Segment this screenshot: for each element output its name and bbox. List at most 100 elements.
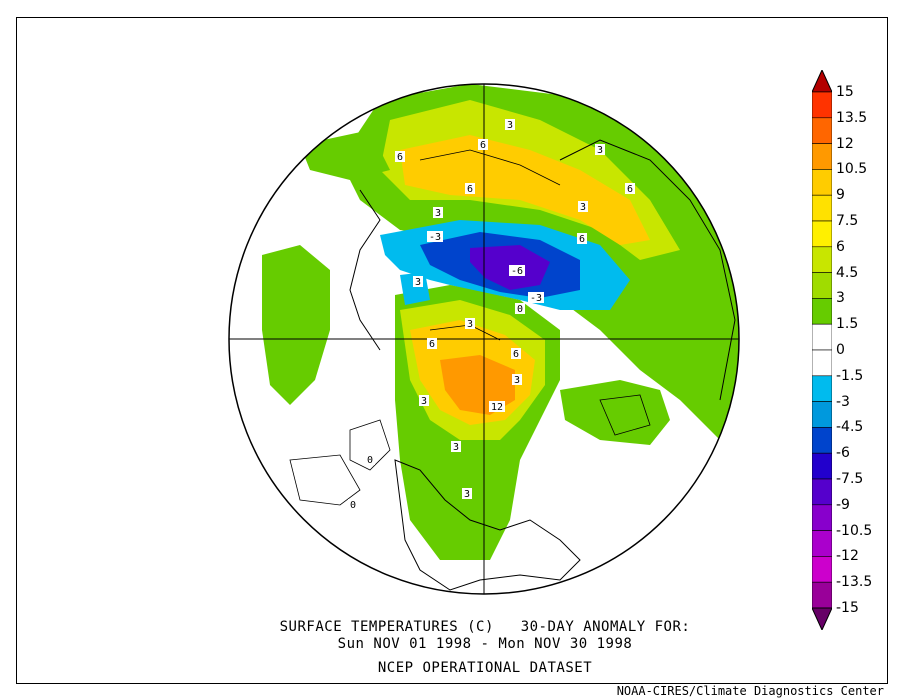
contour-label-bg xyxy=(465,183,475,194)
colorbar-tick-label: -12 xyxy=(836,548,859,565)
contour-label-bg xyxy=(419,395,429,406)
colorbar-segment xyxy=(811,530,833,557)
colorbar-segment xyxy=(811,401,833,428)
colorbar-tick-label: 12 xyxy=(836,135,854,152)
colorbar-tick-label: 15 xyxy=(836,84,854,100)
colorbar-segment xyxy=(811,349,833,377)
colorbar-segment xyxy=(811,220,833,248)
contour-label-bg xyxy=(365,454,375,465)
colorbar-segment xyxy=(811,246,833,273)
contour-label: 0 xyxy=(350,500,356,511)
contour-label: 3 xyxy=(580,202,586,213)
colorbar-tick-label: 10.5 xyxy=(836,161,868,178)
contour-label: -3 xyxy=(429,232,441,243)
contour-label: 3 xyxy=(597,145,603,156)
colorbar-segment xyxy=(811,323,833,351)
colorbar-segment xyxy=(811,194,833,222)
contour-label-bg xyxy=(509,265,525,276)
colorbar-tick-label: 9 xyxy=(836,187,845,204)
colorbar-tick-label: 13.5 xyxy=(836,109,868,126)
contour-label-bg xyxy=(348,499,358,510)
contour-label: -3 xyxy=(530,293,542,304)
eurasia-orange xyxy=(400,135,650,245)
colorbar-tick-label: -1.5 xyxy=(836,367,864,384)
colorbar-segment xyxy=(811,427,833,454)
colorbar-tick-label: 0 xyxy=(836,342,845,358)
colorbar-tick-label: -9 xyxy=(836,496,850,513)
contour-label-bg xyxy=(413,276,423,287)
contour-label-bg xyxy=(451,441,461,452)
plot-frame xyxy=(16,17,888,684)
contour-label-bg xyxy=(395,151,405,162)
contour-label-bg xyxy=(595,144,605,155)
contour-label: 0 xyxy=(367,455,373,466)
contour-label-bg xyxy=(427,231,443,242)
colorbar-segment xyxy=(811,504,833,531)
colorbar-segment xyxy=(811,298,833,325)
caption-line-1: SURFACE TEMPERATURES (C) 30-DAY ANOMALY … xyxy=(279,619,691,635)
colorbar-tick-label: -7.5 xyxy=(836,471,864,487)
colorbar-tick-label: -6 xyxy=(836,445,850,462)
contour-label-bg xyxy=(462,488,472,499)
contour-label: -6 xyxy=(511,266,523,277)
contour-label-bg xyxy=(433,207,443,218)
contour-label-bg xyxy=(578,201,588,212)
colorbar-segment xyxy=(811,91,833,119)
contour-label-bg xyxy=(515,303,525,314)
colorbar-tick-label: 6 xyxy=(836,238,845,255)
contour-label: 3 xyxy=(453,442,459,453)
colorbar-tick-label: 1.5 xyxy=(836,316,859,333)
colorbar-tick-label: -13.5 xyxy=(836,574,873,591)
colorbar-segment xyxy=(811,452,833,480)
colorbar-segment xyxy=(811,581,833,609)
colorbar-tick-label: -4.5 xyxy=(836,419,864,436)
contour-label: 3 xyxy=(514,375,520,386)
colorbar-tick-label: 3 xyxy=(836,290,845,307)
contour-label: 6 xyxy=(397,152,403,163)
contour-label-bg xyxy=(528,292,544,303)
colorbar-segment xyxy=(811,556,833,583)
contour-label: 6 xyxy=(467,184,473,195)
contour-label: 0 xyxy=(517,304,523,315)
contour-label: 6 xyxy=(429,339,435,350)
contour-label-bg xyxy=(489,401,505,412)
contour-label: 3 xyxy=(421,396,427,407)
contour-label: 3 xyxy=(467,319,473,330)
colorbar-segment xyxy=(811,375,833,402)
colorbar-segment xyxy=(811,272,833,299)
contour-label-bg xyxy=(505,119,515,130)
contour-label: 6 xyxy=(579,234,585,245)
canada-warm-dark xyxy=(440,355,515,415)
contour-label-bg xyxy=(511,348,521,359)
colorbar-top-arrow xyxy=(811,68,833,93)
asia-green-blob xyxy=(560,380,670,445)
contour-label: 6 xyxy=(627,184,633,195)
contour-label: 12 xyxy=(491,402,503,413)
colorbar xyxy=(811,68,833,632)
contour-label-bg xyxy=(577,233,587,244)
colorbar-segment xyxy=(811,117,833,144)
colorbar-tick-label: 7.5 xyxy=(836,213,859,229)
colorbar-segment xyxy=(811,478,833,506)
contour-label-bg xyxy=(625,183,635,194)
colorbar-tick-label: 4.5 xyxy=(836,264,859,281)
contour-label: 3 xyxy=(415,277,421,288)
contour-label-bg xyxy=(478,139,488,150)
colorbar-segment xyxy=(811,143,833,170)
contour-label: 6 xyxy=(513,349,519,360)
contour-label: 3 xyxy=(464,489,470,500)
contour-label: 3 xyxy=(507,120,513,131)
colorbar-tick-label: -3 xyxy=(836,393,850,410)
colorbar-bottom-arrow xyxy=(811,607,833,632)
coastlines xyxy=(349,139,736,591)
pacific-green xyxy=(262,245,330,405)
contour-label-bg xyxy=(512,374,522,385)
colorbar-tick-label: -15 xyxy=(836,600,859,616)
contour-label: 3 xyxy=(435,208,441,219)
contour-label-bg xyxy=(427,338,437,349)
credit-text: NOAA-CIRES/Climate Diagnostics Center xyxy=(616,684,884,698)
contour-label-bg xyxy=(465,318,475,329)
map-boundary xyxy=(228,83,740,595)
caption-line-3: NCEP OPERATIONAL DATASET xyxy=(377,660,593,676)
